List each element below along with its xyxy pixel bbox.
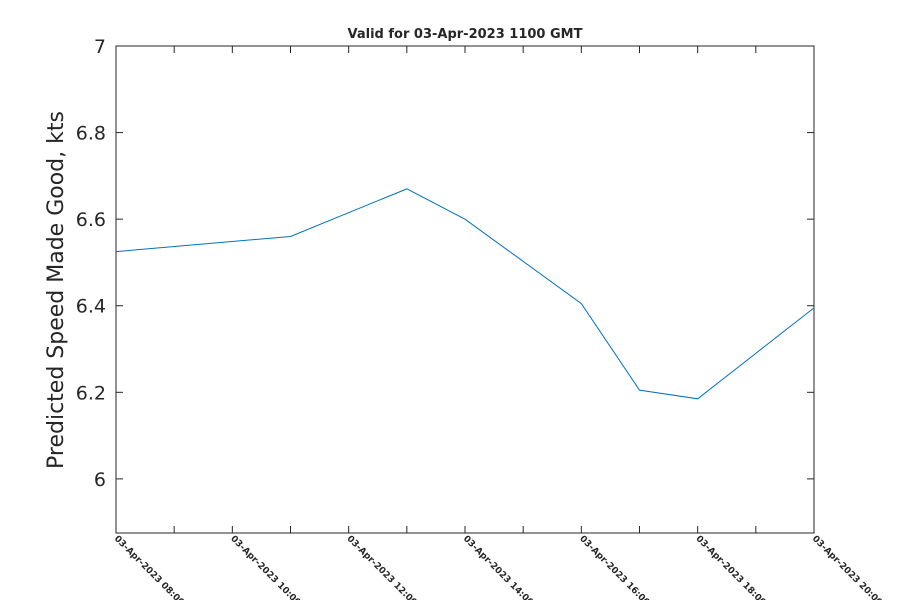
chart-title: Valid for 03-Apr-2023 1100 GMT [348, 27, 583, 42]
y-tick-label: 6.2 [76, 382, 106, 404]
y-tick-label: 6.4 [76, 296, 106, 318]
y-axis-label: Predicted Speed Made Good, kts [44, 111, 69, 469]
y-tick-label: 7 [94, 36, 106, 58]
y-tick-label: 6.8 [76, 123, 106, 145]
y-tick-label: 6.6 [76, 209, 106, 231]
y-tick-label: 6 [94, 469, 106, 491]
line [115, 188, 815, 400]
